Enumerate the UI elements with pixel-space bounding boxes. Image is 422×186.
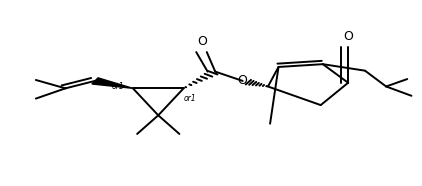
Text: O: O [197,35,208,48]
Polygon shape [92,78,133,88]
Text: O: O [238,74,248,87]
Text: O: O [343,30,353,43]
Text: or1: or1 [112,82,124,91]
Text: or1: or1 [184,94,196,103]
